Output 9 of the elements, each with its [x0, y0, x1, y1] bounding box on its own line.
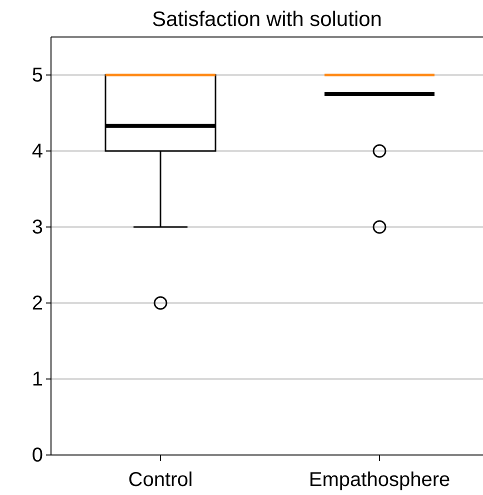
chart-title: Satisfaction with solution	[152, 8, 382, 31]
y-tick-label: 1	[32, 368, 43, 390]
y-tick-label: 3	[32, 216, 43, 238]
x-tick-label: Empathosphere	[308, 469, 450, 491]
x-tick-label: Control	[128, 469, 193, 491]
y-tick-label: 2	[32, 292, 43, 314]
y-tick-label: 4	[32, 140, 43, 162]
y-tick-label: 5	[32, 64, 43, 86]
y-tick-label: 0	[32, 444, 43, 466]
